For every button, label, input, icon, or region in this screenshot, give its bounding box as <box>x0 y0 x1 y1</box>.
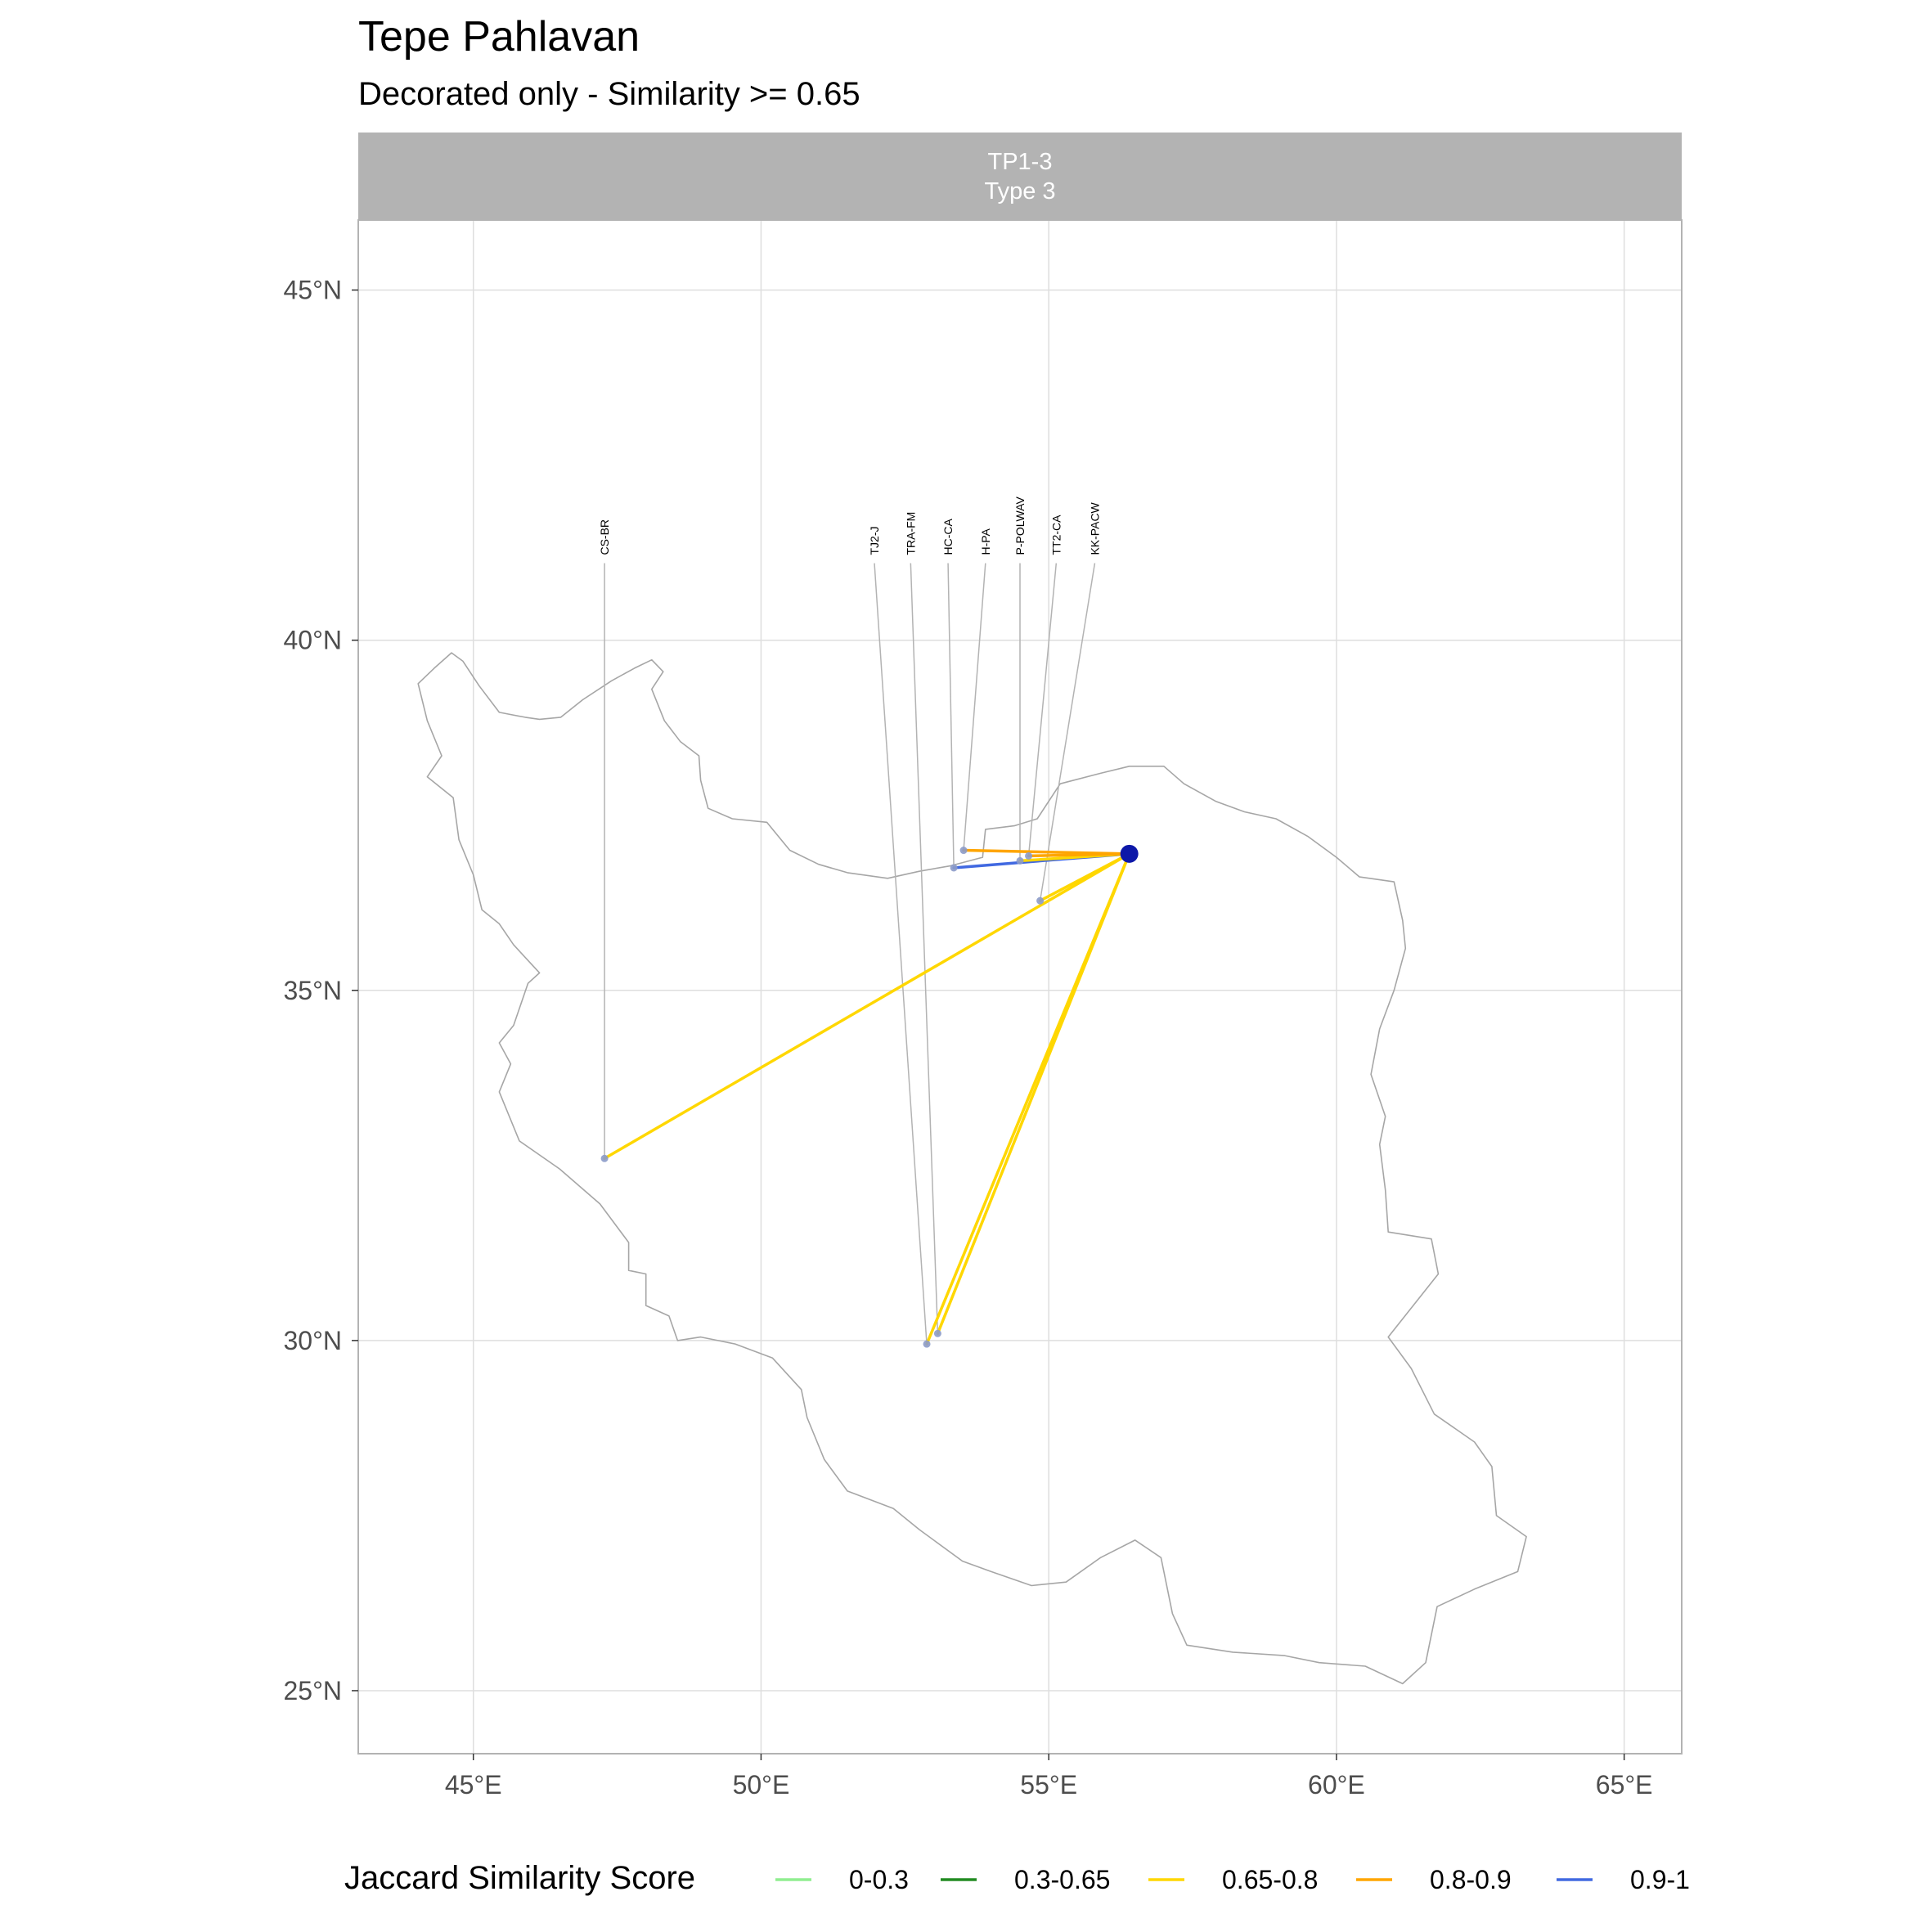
panel-border <box>357 219 1683 1755</box>
label-leaders <box>604 563 1096 1345</box>
site-point <box>1036 896 1045 905</box>
site-point <box>933 1329 941 1337</box>
site-label: HC-CA <box>941 519 955 555</box>
site-point <box>1016 856 1024 865</box>
label-leader-line <box>947 563 955 868</box>
facet-strip: TP1-3 Type 3 <box>358 133 1682 220</box>
legend-label: 0.65-0.8 <box>1222 1865 1318 1894</box>
facet-label-sample: TP1-3 <box>988 149 1053 175</box>
x-tick-label: 65°E <box>1596 1770 1653 1799</box>
similarity-network <box>600 844 1139 1348</box>
label-leader-line <box>963 563 986 851</box>
site-point <box>1025 851 1033 860</box>
site-labels: CS-BR TJ2-J TRA-FM HC-CA H-PA P-POLWAV TT2-CA K… <box>598 496 1101 555</box>
similarity-edge <box>1027 852 1131 858</box>
y-tick-label: 30°N <box>284 1326 343 1355</box>
site-label: TJ2-J <box>868 527 881 555</box>
y-tick-label: 35°N <box>284 976 343 1005</box>
site-point <box>950 864 958 872</box>
legend-title: Jaccard Similarity Score <box>344 1860 695 1896</box>
label-leader-line <box>1027 563 1058 856</box>
site-label: TRA-FM <box>904 512 917 555</box>
x-tick-label: 60°E <box>1308 1770 1365 1799</box>
site-label: TT2-CA <box>1049 514 1063 555</box>
x-tick-label: 50°E <box>733 1770 790 1799</box>
site-point <box>959 847 968 855</box>
site-label: CS-BR <box>598 519 611 555</box>
facet-strip-background <box>358 133 1682 220</box>
site-label: P-POLWAV <box>1013 496 1027 555</box>
similarity-edge <box>603 852 1131 1161</box>
label-leader-line <box>910 563 939 1334</box>
focal-site-point <box>1120 844 1139 863</box>
label-leader-line <box>1039 563 1096 901</box>
y-tick-label: 45°N <box>284 276 343 305</box>
site-point <box>600 1154 609 1162</box>
site-label: H-PA <box>979 528 992 555</box>
legend-label: 0-0.3 <box>849 1865 909 1894</box>
x-tick-label: 55°E <box>1020 1770 1077 1799</box>
similarity-edge <box>936 852 1131 1336</box>
site-point <box>923 1340 931 1348</box>
panel-background <box>358 220 1682 1754</box>
x-tick-label: 45°E <box>445 1770 502 1799</box>
chart-subtitle: Decorated only - Similarity >= 0.65 <box>358 76 860 112</box>
country-outline-layer <box>417 652 1527 1685</box>
legend-label: 0.8-0.9 <box>1430 1865 1512 1894</box>
similarity-edge <box>1038 852 1131 902</box>
chart-title: Tepe Pahlavan <box>358 13 640 61</box>
facet-label-type: Type 3 <box>984 178 1055 204</box>
label-leader-line <box>874 563 928 1345</box>
legend-label: 0.9-1 <box>1630 1865 1690 1894</box>
y-tick-label: 40°N <box>284 626 343 655</box>
legend: Jaccard Similarity Score 0-0.3 0.3-0.65 0.… <box>344 1860 1690 1896</box>
legend-label: 0.3-0.65 <box>1014 1865 1110 1894</box>
country-outline <box>417 652 1527 1685</box>
y-tick-label: 25°N <box>284 1676 343 1705</box>
site-label: KK-PACW <box>1088 501 1101 555</box>
legend-items: 0-0.3 0.3-0.65 0.65-0.8 0.8-0.9 0.9-1 <box>775 1865 1690 1894</box>
axis-ticks: 45°E 50°E 55°E 60°E 65°E 25°N 30°N 35°N 40°N 45°N <box>284 276 1653 1799</box>
